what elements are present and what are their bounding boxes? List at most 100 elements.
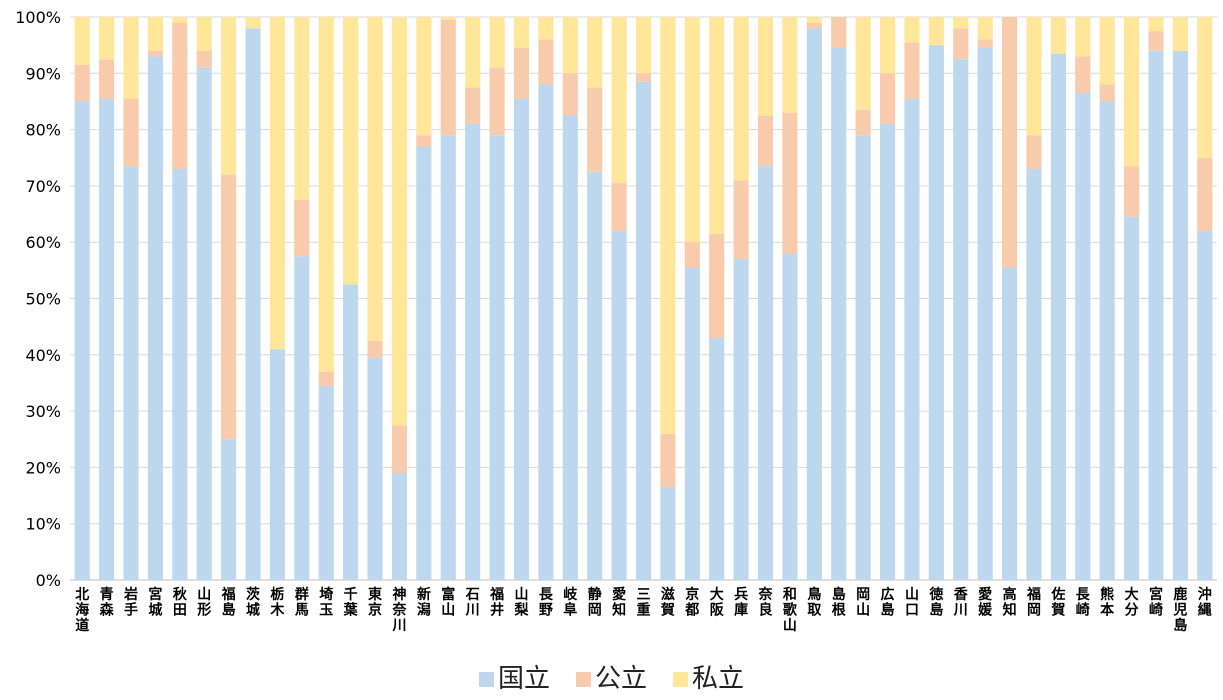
legend-item-national[interactable]: 国立 bbox=[478, 664, 550, 694]
bar-segment-public[interactable] bbox=[147, 50, 163, 57]
bar-segment-public[interactable] bbox=[465, 87, 481, 124]
bar-segment-national[interactable] bbox=[513, 98, 530, 580]
bar-segment-national[interactable] bbox=[245, 28, 261, 580]
bar-segment-public[interactable] bbox=[440, 19, 456, 136]
bar-segment-public[interactable] bbox=[879, 73, 896, 124]
bar-segment-national[interactable] bbox=[1026, 169, 1042, 580]
bar-segment-national[interactable] bbox=[269, 349, 286, 580]
bar-segment-public[interactable] bbox=[1001, 17, 1018, 268]
bar-segment-private[interactable] bbox=[196, 17, 212, 51]
bar-segment-national[interactable] bbox=[953, 59, 969, 581]
bar-segment-national[interactable] bbox=[1148, 50, 1164, 580]
bar-segment-public[interactable] bbox=[831, 17, 847, 48]
bar-segment-public[interactable] bbox=[953, 28, 969, 60]
bar-segment-national[interactable] bbox=[391, 473, 408, 580]
bar-segment-public[interactable] bbox=[367, 340, 383, 358]
bar-segment-national[interactable] bbox=[587, 171, 603, 580]
bar-segment-national[interactable] bbox=[904, 98, 920, 580]
bar-segment-national[interactable] bbox=[416, 146, 432, 581]
bar-segment-national[interactable] bbox=[99, 98, 115, 580]
bar-segment-private[interactable] bbox=[245, 17, 261, 29]
bar-segment-public[interactable] bbox=[294, 199, 310, 257]
bar-segment-private[interactable] bbox=[1026, 17, 1042, 136]
bar-segment-private[interactable] bbox=[269, 17, 286, 350]
bar-segment-private[interactable] bbox=[709, 17, 725, 234]
bar-segment-private[interactable] bbox=[562, 17, 578, 74]
bar-segment-private[interactable] bbox=[611, 17, 627, 184]
legend-item-private[interactable]: 私立 bbox=[673, 664, 744, 694]
bar-segment-private[interactable] bbox=[1197, 17, 1213, 158]
bar-segment-private[interactable] bbox=[440, 17, 456, 20]
bar-segment-national[interactable] bbox=[123, 166, 139, 580]
bar-segment-national[interactable] bbox=[1099, 101, 1115, 580]
bar-segment-public[interactable] bbox=[318, 371, 334, 386]
bar-segment-public[interactable] bbox=[391, 425, 408, 474]
bar-segment-national[interactable] bbox=[1001, 267, 1018, 580]
bar-segment-national[interactable] bbox=[831, 47, 847, 580]
bar-segment-private[interactable] bbox=[587, 17, 603, 88]
bar-segment-private[interactable] bbox=[782, 17, 798, 113]
bar-segment-national[interactable] bbox=[879, 123, 896, 580]
bar-segment-private[interactable] bbox=[879, 17, 896, 74]
bar-segment-public[interactable] bbox=[733, 180, 749, 260]
bar-segment-public[interactable] bbox=[74, 64, 90, 102]
bar-segment-private[interactable] bbox=[221, 17, 237, 175]
bar-segment-public[interactable] bbox=[1124, 166, 1140, 217]
bar-segment-private[interactable] bbox=[343, 17, 359, 285]
bar-segment-public[interactable] bbox=[513, 47, 530, 99]
bar-segment-private[interactable] bbox=[660, 17, 676, 434]
bar-segment-national[interactable] bbox=[1075, 93, 1091, 580]
bar-segment-private[interactable] bbox=[294, 17, 310, 200]
bar-segment-national[interactable] bbox=[733, 259, 749, 580]
bar-segment-public[interactable] bbox=[709, 233, 725, 338]
bar-segment-national[interactable] bbox=[147, 56, 163, 581]
bar-segment-private[interactable] bbox=[855, 17, 871, 110]
bar-segment-national[interactable] bbox=[562, 115, 578, 581]
bar-segment-private[interactable] bbox=[1050, 17, 1066, 54]
bar-segment-private[interactable] bbox=[757, 17, 774, 116]
bar-segment-national[interactable] bbox=[709, 337, 725, 580]
bar-segment-national[interactable] bbox=[294, 256, 310, 580]
bar-segment-private[interactable] bbox=[1099, 17, 1115, 85]
bar-segment-private[interactable] bbox=[733, 17, 749, 181]
bar-segment-public[interactable] bbox=[196, 50, 212, 68]
bar-segment-national[interactable] bbox=[684, 267, 700, 580]
bar-segment-public[interactable] bbox=[123, 98, 139, 167]
bar-segment-private[interactable] bbox=[172, 17, 188, 23]
bar-segment-national[interactable] bbox=[196, 67, 212, 581]
bar-segment-national[interactable] bbox=[977, 47, 993, 580]
bar-segment-public[interactable] bbox=[806, 22, 822, 29]
bar-segment-national[interactable] bbox=[172, 169, 188, 580]
bar-segment-private[interactable] bbox=[123, 17, 139, 99]
bar-segment-public[interactable] bbox=[99, 59, 115, 99]
bar-segment-private[interactable] bbox=[416, 17, 432, 136]
bar-segment-private[interactable] bbox=[318, 17, 334, 372]
bar-segment-private[interactable] bbox=[928, 17, 944, 46]
bar-segment-public[interactable] bbox=[221, 174, 237, 440]
bar-segment-private[interactable] bbox=[391, 17, 408, 426]
bar-segment-public[interactable] bbox=[1197, 157, 1213, 231]
bar-segment-private[interactable] bbox=[74, 17, 90, 65]
bar-segment-public[interactable] bbox=[562, 73, 578, 116]
bar-segment-national[interactable] bbox=[440, 135, 456, 581]
bar-segment-national[interactable] bbox=[1197, 230, 1213, 580]
bar-segment-private[interactable] bbox=[538, 17, 554, 40]
bar-segment-private[interactable] bbox=[367, 17, 383, 341]
bar-segment-national[interactable] bbox=[782, 253, 798, 580]
bar-segment-national[interactable] bbox=[1172, 50, 1188, 580]
bar-segment-private[interactable] bbox=[904, 17, 920, 43]
bar-segment-national[interactable] bbox=[635, 81, 652, 581]
bar-segment-national[interactable] bbox=[611, 230, 627, 580]
bar-segment-national[interactable] bbox=[318, 385, 334, 580]
bar-segment-public[interactable] bbox=[1075, 56, 1091, 94]
bar-segment-public[interactable] bbox=[904, 42, 920, 99]
bar-segment-private[interactable] bbox=[147, 17, 163, 51]
bar-segment-national[interactable] bbox=[1050, 53, 1066, 581]
bar-segment-public[interactable] bbox=[1026, 135, 1042, 170]
bar-segment-national[interactable] bbox=[538, 84, 554, 580]
bar-segment-public[interactable] bbox=[416, 135, 432, 147]
bar-segment-national[interactable] bbox=[928, 45, 944, 580]
bar-segment-private[interactable] bbox=[1172, 17, 1188, 51]
bar-segment-private[interactable] bbox=[489, 17, 505, 68]
bar-segment-private[interactable] bbox=[99, 17, 115, 60]
